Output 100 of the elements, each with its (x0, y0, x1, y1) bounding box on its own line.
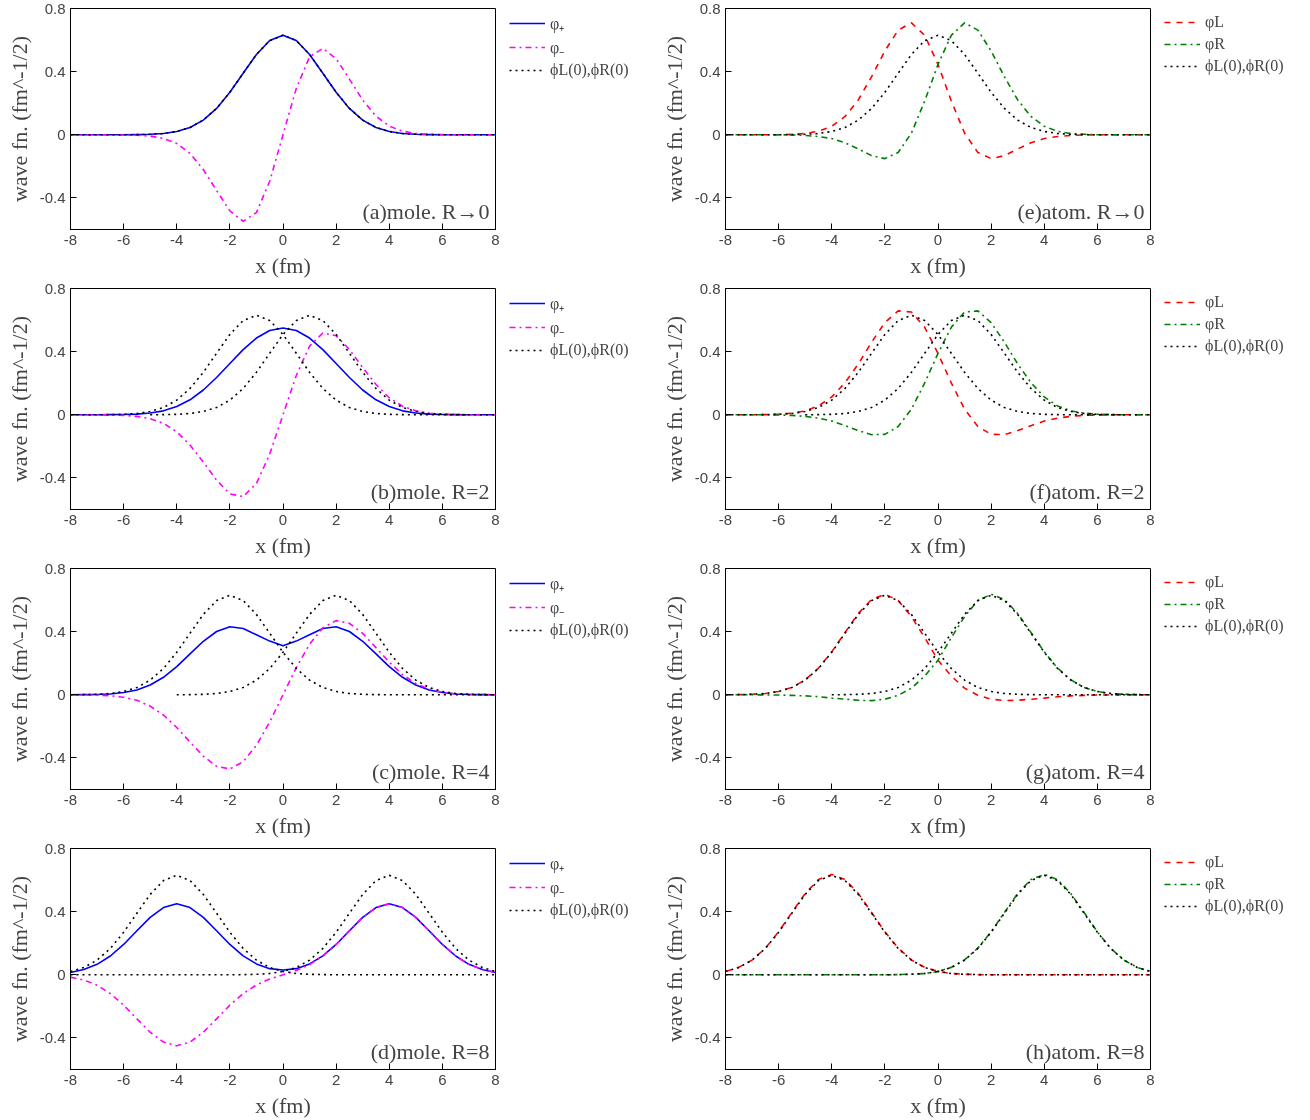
x-tick-label: 0 (278, 510, 288, 528)
x-tick-label: 8 (1146, 230, 1155, 248)
x-tick-label: 4 (1040, 510, 1049, 528)
x-tick-label: -2 (223, 1070, 237, 1088)
legend-label: φ₊ (550, 574, 566, 594)
x-tick-label: -4 (170, 1070, 184, 1088)
annotation: (d)mole. R=8 (370, 1038, 490, 1064)
x-tick-label: -8 (63, 510, 78, 528)
x-tick-label: 8 (1146, 510, 1155, 528)
x-axis-title: x (fm) (910, 812, 966, 838)
y-tick-label: -0.4 (39, 748, 66, 766)
x-tick-label: 4 (385, 790, 394, 808)
y-tick-label: 0.8 (699, 0, 721, 17)
x-tick-label: 4 (1040, 1070, 1049, 1088)
x-tick-label: 4 (385, 510, 394, 528)
y-tick-label: 0 (57, 405, 66, 423)
y-tick-label: -0.4 (694, 188, 721, 206)
x-tick-label: -4 (170, 510, 184, 528)
x-tick-label: -4 (825, 230, 839, 248)
x-tick-label: -8 (63, 230, 78, 248)
y-tick-label: 0.4 (699, 342, 721, 360)
x-tick-label: -4 (170, 790, 184, 808)
x-tick-label: 8 (491, 230, 500, 248)
x-axis-title: x (fm) (910, 252, 966, 278)
x-tick-label: 2 (986, 510, 996, 528)
x-tick-label: 8 (491, 790, 500, 808)
x-tick-label: 6 (1093, 510, 1102, 528)
y-tick-label: 0 (712, 125, 721, 143)
x-tick-label: 0 (278, 1070, 288, 1088)
legend-label: φR (1205, 595, 1225, 613)
y-tick-label: 0.8 (699, 559, 721, 577)
annotation: (e)atom. R→0 (1017, 198, 1145, 224)
y-tick-label: -0.4 (694, 748, 721, 766)
annotation: (h)atom. R=8 (1025, 1038, 1145, 1064)
legend-label: φ₊ (550, 14, 566, 34)
x-tick-label: -2 (878, 230, 892, 248)
x-tick-label: 6 (438, 790, 447, 808)
x-tick-label: 0 (933, 790, 943, 808)
annotation: (a)mole. R→0 (362, 198, 490, 224)
x-tick-label: -8 (718, 1070, 733, 1088)
y-tick-label: 0 (712, 965, 721, 983)
x-tick-label: 0 (933, 1070, 943, 1088)
x-tick-label: 2 (331, 510, 341, 528)
legend-label: ϕL(0),ϕR(0) (1205, 617, 1284, 635)
y-tick-label: 0 (57, 125, 66, 143)
x-axis-title: x (fm) (255, 812, 311, 838)
x-tick-label: 2 (331, 1070, 341, 1088)
x-axis-title: x (fm) (255, 532, 311, 558)
y-axis-title: wave fn. (fm^-1/2) (661, 875, 687, 1043)
x-tick-label: -2 (878, 790, 892, 808)
x-axis-title: x (fm) (255, 252, 311, 278)
legend-label: φR (1205, 875, 1225, 893)
x-tick-label: -4 (825, 510, 839, 528)
x-tick-label: 6 (1093, 1070, 1102, 1088)
x-axis-title: x (fm) (910, 1092, 966, 1118)
annotation: (f)atom. R=2 (1029, 478, 1145, 504)
legend-label: ϕL(0),ϕR(0) (550, 621, 629, 639)
x-tick-label: -6 (116, 230, 131, 248)
x-tick-label: -2 (223, 790, 237, 808)
x-tick-label: 4 (1040, 790, 1049, 808)
x-tick-label: -6 (771, 510, 786, 528)
legend-label: ϕL(0),ϕR(0) (550, 61, 629, 79)
y-tick-label: 0 (57, 965, 66, 983)
y-tick-label: 0 (57, 685, 66, 703)
legend-label: φL (1205, 293, 1225, 311)
y-tick-label: 0.4 (44, 342, 66, 360)
y-axis-title: wave fn. (fm^-1/2) (6, 315, 32, 483)
x-tick-label: 4 (385, 1070, 394, 1088)
y-tick-label: 0.4 (44, 62, 66, 80)
x-tick-label: -8 (718, 790, 733, 808)
y-axis-title: wave fn. (fm^-1/2) (6, 595, 32, 763)
legend-label: φR (1205, 35, 1225, 53)
x-tick-label: -6 (771, 230, 786, 248)
legend-label: ϕL(0),ϕR(0) (1205, 57, 1284, 75)
y-axis-title: wave fn. (fm^-1/2) (661, 35, 687, 203)
x-tick-label: 0 (278, 790, 288, 808)
x-tick-label: -2 (878, 510, 892, 528)
y-tick-label: 0.4 (44, 622, 66, 640)
legend-label: ϕL(0),ϕR(0) (550, 341, 629, 359)
y-axis-title: wave fn. (fm^-1/2) (661, 595, 687, 763)
x-tick-label: 8 (491, 1070, 500, 1088)
legend-label: φ₊ (550, 294, 566, 314)
x-tick-label: 8 (1146, 1070, 1155, 1088)
x-tick-label: -2 (223, 510, 237, 528)
y-tick-label: 0.4 (44, 902, 66, 920)
x-tick-label: -6 (771, 790, 786, 808)
x-tick-label: 6 (438, 510, 447, 528)
x-tick-label: 8 (491, 510, 500, 528)
legend-label: φ₋ (550, 38, 566, 58)
y-tick-label: 0.4 (699, 902, 721, 920)
x-tick-label: 0 (278, 230, 288, 248)
x-tick-label: 2 (331, 790, 341, 808)
x-tick-label: 2 (331, 230, 341, 248)
x-tick-label: 6 (438, 230, 447, 248)
legend-label: ϕL(0),ϕR(0) (550, 901, 629, 919)
legend-label: φL (1205, 853, 1225, 871)
x-tick-label: 2 (986, 230, 996, 248)
x-tick-label: 4 (1040, 230, 1049, 248)
x-tick-label: 2 (986, 790, 996, 808)
y-tick-label: 0.8 (44, 839, 66, 857)
